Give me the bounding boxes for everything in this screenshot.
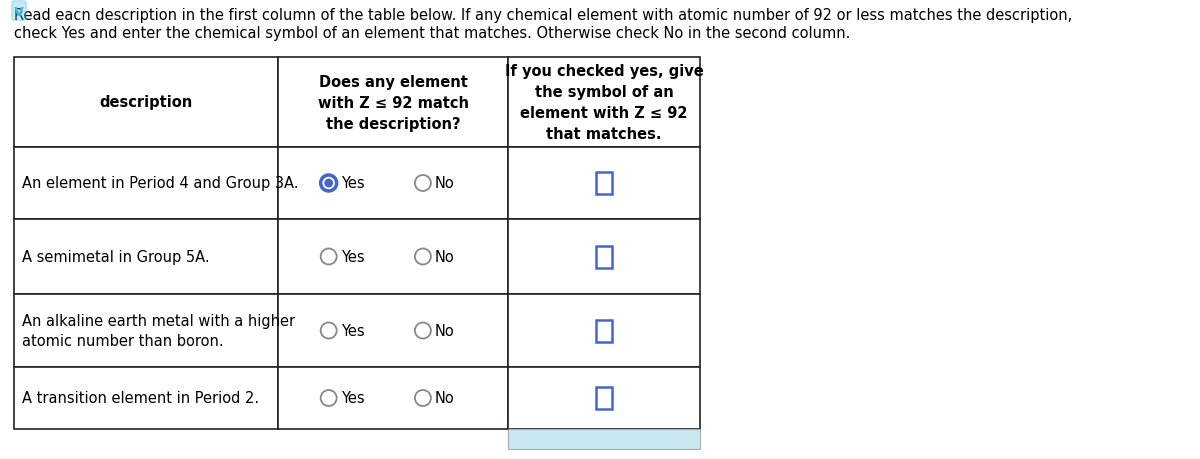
Bar	[14, 219, 278, 294]
Bar	[278, 148, 508, 219]
Bar	[508, 148, 700, 219]
Bar	[278, 58, 508, 148]
Circle shape	[320, 323, 337, 339]
Bar	[596, 320, 612, 342]
Text: No: No	[434, 176, 455, 191]
Bar	[508, 219, 700, 294]
Text: Yes: Yes	[341, 249, 365, 264]
Bar	[14, 367, 278, 429]
Text: A transition element in Period 2.: A transition element in Period 2.	[22, 391, 259, 406]
Circle shape	[324, 179, 334, 188]
Bar	[14, 148, 278, 219]
Text: Does any element
with Z ≤ 92 match
the description?: Does any element with Z ≤ 92 match the d…	[318, 74, 468, 131]
Text: Yes: Yes	[341, 391, 365, 406]
Bar	[14, 294, 278, 367]
Bar	[508, 429, 700, 449]
Text: A semimetal in Group 5A.: A semimetal in Group 5A.	[22, 249, 210, 264]
Text: Yes: Yes	[341, 176, 365, 191]
Text: v: v	[14, 4, 24, 19]
Text: Read eacn description in the first column of the table below. If any chemical el: Read eacn description in the first colum…	[14, 8, 1073, 23]
Text: No: No	[434, 249, 455, 264]
Bar	[596, 387, 612, 409]
Text: If you checked yes, give
the symbol of an
element with Z ≤ 92
that matches.: If you checked yes, give the symbol of a…	[504, 64, 703, 142]
Bar	[278, 219, 508, 294]
Circle shape	[320, 249, 337, 265]
Bar	[508, 58, 700, 148]
Circle shape	[415, 390, 431, 406]
Bar	[508, 367, 700, 429]
Bar	[278, 367, 508, 429]
Bar	[508, 294, 700, 367]
Circle shape	[415, 176, 431, 191]
Bar	[596, 246, 612, 268]
Text: No: No	[434, 391, 455, 406]
Text: Yes: Yes	[341, 323, 365, 338]
Bar	[14, 58, 278, 148]
Bar	[596, 173, 612, 195]
Text: An alkaline earth metal with a higher
atomic number than boron.: An alkaline earth metal with a higher at…	[22, 313, 295, 348]
Circle shape	[415, 323, 431, 339]
Text: No: No	[434, 323, 455, 338]
Circle shape	[320, 176, 337, 191]
Circle shape	[320, 390, 337, 406]
Text: description: description	[100, 95, 193, 110]
Bar	[278, 294, 508, 367]
Circle shape	[415, 249, 431, 265]
Text: An element in Period 4 and Group 3A.: An element in Period 4 and Group 3A.	[22, 176, 299, 191]
Text: check Yes and enter the chemical symbol of an element that matches. Otherwise ch: check Yes and enter the chemical symbol …	[14, 26, 851, 41]
